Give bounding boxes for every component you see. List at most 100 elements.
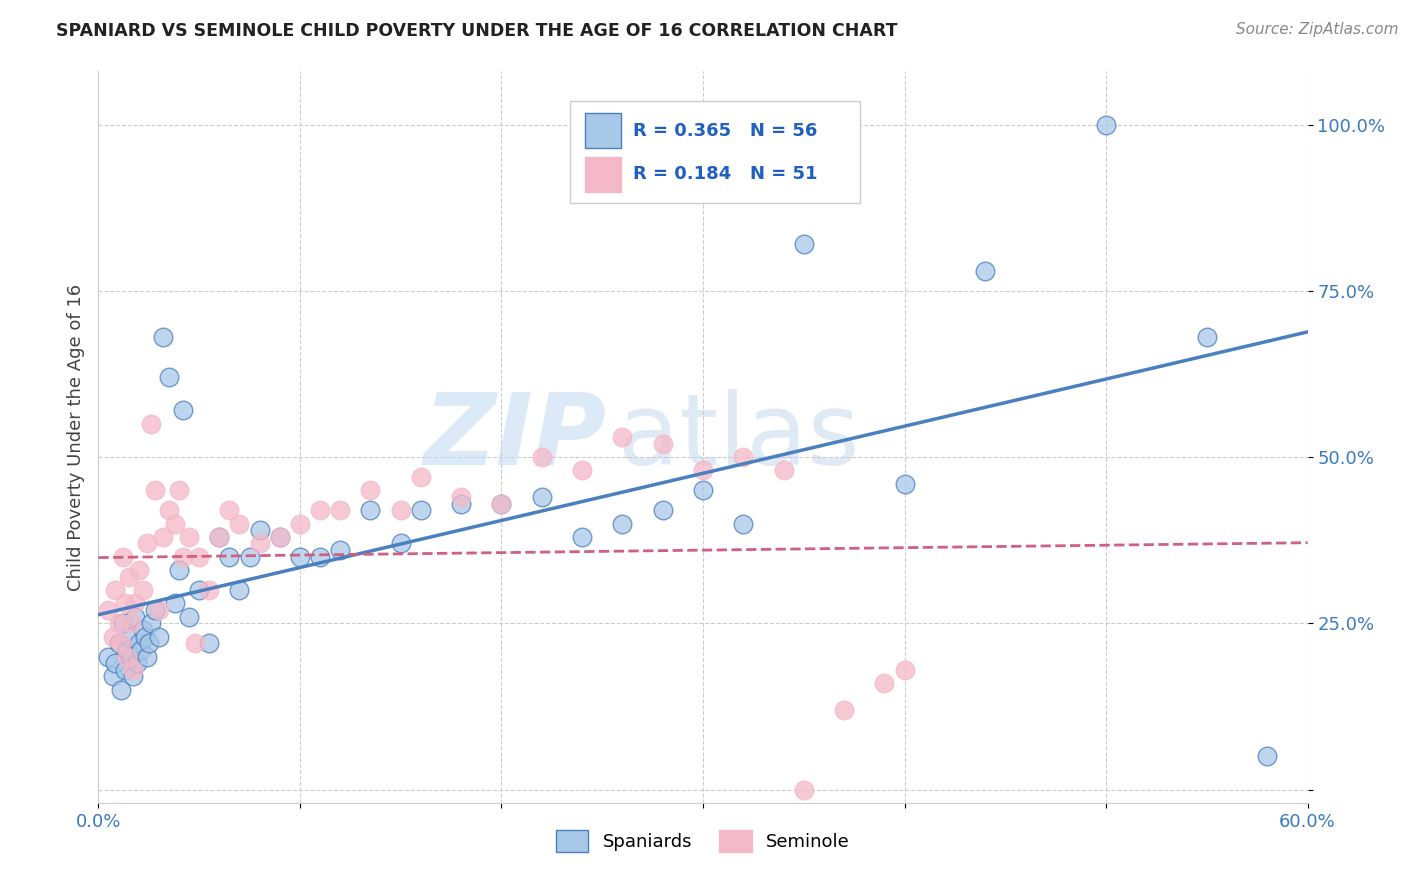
Point: [893, 663, 915, 677]
Y-axis label: Child Poverty Under the Age of 16: Child Poverty Under the Age of 16: [66, 284, 84, 591]
Point: [218, 503, 240, 517]
Point: [571, 463, 593, 477]
Point: [208, 530, 231, 544]
Point: [152, 530, 174, 544]
Text: ZIP: ZIP: [423, 389, 606, 485]
Point: [111, 616, 134, 631]
Point: [143, 483, 166, 498]
Point: [143, 603, 166, 617]
Point: [124, 609, 146, 624]
Point: [114, 596, 136, 610]
Point: [138, 636, 160, 650]
Point: [389, 536, 412, 550]
Point: [163, 516, 186, 531]
Point: [139, 616, 162, 631]
Point: [103, 656, 125, 670]
Point: [249, 523, 271, 537]
Point: [1256, 749, 1278, 764]
Point: [288, 516, 311, 531]
Point: [121, 663, 143, 677]
Point: [409, 470, 432, 484]
Point: [450, 497, 472, 511]
Point: [832, 703, 855, 717]
Point: [134, 630, 156, 644]
Point: [269, 530, 291, 544]
Point: [733, 450, 755, 464]
Point: [269, 530, 291, 544]
Point: [103, 582, 125, 597]
Point: [692, 463, 714, 477]
Point: [793, 782, 815, 797]
Point: [530, 450, 553, 464]
Point: [167, 563, 190, 577]
Point: [530, 490, 553, 504]
Point: [329, 503, 352, 517]
Point: [188, 549, 211, 564]
Point: [139, 417, 162, 431]
Point: [148, 603, 170, 617]
Point: [239, 549, 262, 564]
Point: [101, 669, 124, 683]
Point: [329, 543, 352, 558]
Text: R = 0.365   N = 56: R = 0.365 N = 56: [633, 121, 817, 140]
Point: [793, 237, 815, 252]
Point: [111, 549, 134, 564]
Text: atlas: atlas: [619, 389, 860, 485]
Point: [101, 630, 124, 644]
Point: [409, 503, 432, 517]
Point: [184, 636, 207, 650]
Point: [157, 370, 180, 384]
Point: [128, 563, 150, 577]
Point: [360, 483, 382, 498]
Point: [873, 676, 896, 690]
Point: [571, 530, 593, 544]
Bar: [585, 113, 621, 148]
Point: [172, 403, 194, 417]
Point: [228, 582, 250, 597]
Point: [692, 483, 714, 498]
Point: [152, 330, 174, 344]
Point: [218, 549, 240, 564]
Point: [121, 669, 143, 683]
Point: [179, 609, 201, 624]
Point: [450, 490, 472, 504]
Point: [228, 516, 250, 531]
Legend: Spaniards, Seminole: Spaniards, Seminole: [548, 823, 858, 860]
Point: [389, 503, 412, 517]
Point: [188, 582, 211, 597]
Point: [114, 663, 136, 677]
Point: [132, 582, 155, 597]
Point: [120, 649, 142, 664]
Point: [167, 483, 190, 498]
Point: [172, 549, 194, 564]
Point: [651, 503, 673, 517]
Point: [110, 682, 132, 697]
Point: [360, 503, 382, 517]
Point: [118, 570, 141, 584]
Point: [893, 476, 915, 491]
Point: [115, 649, 138, 664]
Point: [179, 530, 201, 544]
Point: [163, 596, 186, 610]
Point: [107, 616, 129, 631]
Point: [107, 636, 129, 650]
Point: [97, 649, 120, 664]
Point: [128, 636, 150, 650]
Point: [288, 549, 311, 564]
Point: [132, 623, 155, 637]
Point: [612, 430, 634, 444]
Text: Source: ZipAtlas.com: Source: ZipAtlas.com: [1236, 22, 1399, 37]
Point: [148, 630, 170, 644]
Point: [129, 643, 152, 657]
Point: [309, 503, 332, 517]
Point: [974, 264, 997, 278]
Point: [97, 603, 120, 617]
FancyBboxPatch shape: [569, 101, 860, 203]
Point: [309, 549, 332, 564]
Point: [198, 582, 221, 597]
Point: [208, 530, 231, 544]
Point: [120, 616, 142, 631]
Point: [1195, 330, 1218, 344]
Point: [115, 643, 138, 657]
Point: [651, 436, 673, 450]
